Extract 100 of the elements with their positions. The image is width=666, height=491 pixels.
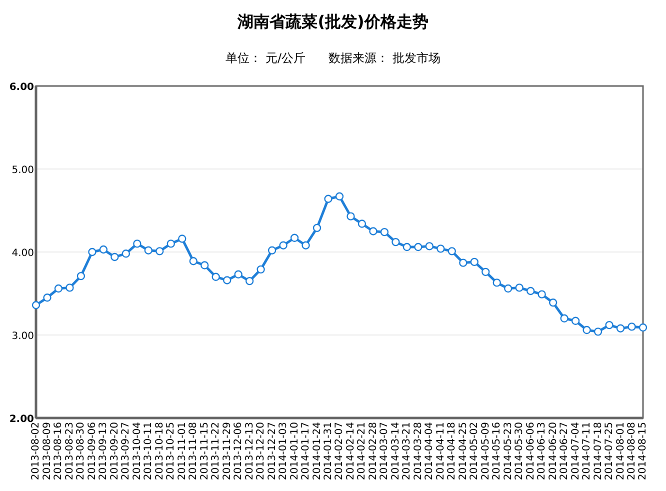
point: [414, 242, 422, 252]
x-tick-label: 2014-03-14: [390, 422, 402, 480]
x-tick-label: 2013-10-11: [143, 422, 154, 480]
x-tick-label: 2014-05-02: [469, 422, 480, 480]
point: [54, 284, 63, 293]
chart-subtitle: 单位： 元/公斤 数据来源： 批发市场: [226, 51, 440, 65]
point: [335, 192, 344, 200]
x-tick-label: 2014-05-23: [502, 422, 514, 480]
x-tick-label: 2014-06-13: [536, 422, 548, 480]
x-tick-label: 2014-02-14: [345, 422, 356, 480]
point: [302, 241, 310, 250]
point: [324, 194, 332, 203]
point: [425, 242, 434, 250]
x-tick-label: 2014-07-04: [570, 422, 582, 480]
point: [605, 320, 614, 330]
x-tick-label: 2014-05-09: [480, 422, 492, 480]
x-tick-label: 2014-06-20: [548, 422, 559, 480]
x-tick-label: 2014-02-21: [356, 422, 368, 480]
y-tick-label: 5.00: [12, 165, 34, 176]
x-tick-label: 2013-08-23: [64, 422, 76, 480]
point: [380, 228, 389, 236]
point: [448, 247, 456, 256]
point: [99, 245, 108, 254]
x-tick-label: 2014-01-10: [289, 422, 300, 480]
point: [628, 322, 636, 331]
point: [346, 212, 355, 220]
point: [166, 240, 175, 248]
point: [638, 323, 648, 332]
x-tick-label: 2014-05-30: [514, 422, 526, 480]
x-tick-label: 2014-07-11: [582, 422, 593, 480]
point: [392, 238, 400, 246]
point: [212, 272, 220, 281]
point: [110, 252, 119, 262]
point: [582, 326, 591, 334]
point: [402, 242, 412, 252]
x-tick-label: 2014-07-18: [592, 422, 604, 480]
point: [312, 224, 322, 232]
x-tick-label: 2014-03-28: [412, 422, 424, 480]
point: [245, 276, 254, 286]
point: [459, 258, 468, 267]
point: [76, 272, 86, 280]
x-tick-label: 2013-11-22: [210, 422, 222, 480]
x-tick-label: 2014-03-21: [402, 422, 413, 480]
x-tick-label: 2014-08-08: [626, 422, 638, 480]
x-tick-label: 2013-08-30: [76, 422, 87, 480]
point: [358, 220, 366, 228]
x-tick-label: 2014-05-16: [492, 422, 503, 480]
point: [616, 324, 625, 332]
point: [122, 250, 130, 258]
x-tick-label: 2014-08-01: [615, 422, 626, 480]
point: [32, 301, 40, 310]
point: [268, 246, 276, 254]
x-tick-label: 2013-11-01: [176, 422, 188, 480]
chart-title: 湖南省蔬菜(批发)价格走势: [236, 12, 428, 31]
point: [290, 234, 299, 242]
x-tick-label: 2014-01-03: [278, 422, 290, 480]
x-tick-label: 2014-04-25: [458, 422, 469, 480]
point: [66, 284, 74, 292]
x-tick-label: 2014-06-27: [559, 422, 570, 480]
x-tick-label: 2013-11-29: [222, 422, 233, 480]
point: [571, 316, 580, 325]
x-tick-label: 2013-10-25: [166, 422, 177, 480]
x-tick-label: 2014-06-06: [525, 422, 536, 480]
x-tick-label: 2013-10-18: [154, 422, 166, 480]
point: [144, 246, 153, 254]
x-tick-label: 2014-02-07: [334, 422, 346, 480]
point: [538, 290, 546, 298]
point: [189, 257, 198, 266]
point: [492, 278, 501, 287]
y-tick-label: 6.00: [9, 82, 34, 93]
x-tick-label: 2013-12-06: [233, 422, 244, 480]
x-tick-label: 2013-09-06: [86, 422, 98, 480]
x-tick-label: 2013-11-15: [199, 422, 210, 480]
point: [526, 286, 535, 296]
point: [548, 298, 558, 307]
point: [482, 268, 490, 276]
point: [279, 241, 288, 250]
point: [234, 270, 242, 279]
x-tick-label: 2013-12-20: [256, 422, 267, 480]
point: [222, 276, 232, 284]
x-tick-label: 2014-07-25: [604, 422, 616, 480]
point: [369, 227, 378, 236]
point: [43, 294, 52, 302]
x-tick-label: 2014-04-18: [446, 422, 458, 480]
x-tick-label: 2014-02-28: [368, 422, 379, 480]
x-tick-label: 2014-03-07: [379, 422, 390, 480]
x-tick-label: 2013-12-13: [244, 422, 256, 480]
x-tick-label: 2014-04-04: [424, 422, 436, 480]
point: [178, 234, 186, 243]
x-tick-label: 2013-09-20: [109, 422, 120, 480]
x-tick-label: 2013-08-09: [42, 422, 53, 480]
point: [256, 265, 265, 274]
point: [515, 284, 524, 292]
point: [88, 248, 96, 256]
x-tick-label: 2014-01-31: [322, 422, 334, 480]
x-tick-label: 2014-08-15: [638, 422, 649, 480]
point: [560, 314, 568, 322]
x-tick-label: 2013-12-27: [266, 422, 278, 480]
point: [133, 240, 142, 248]
y-tick-label: 4.00: [12, 248, 34, 259]
